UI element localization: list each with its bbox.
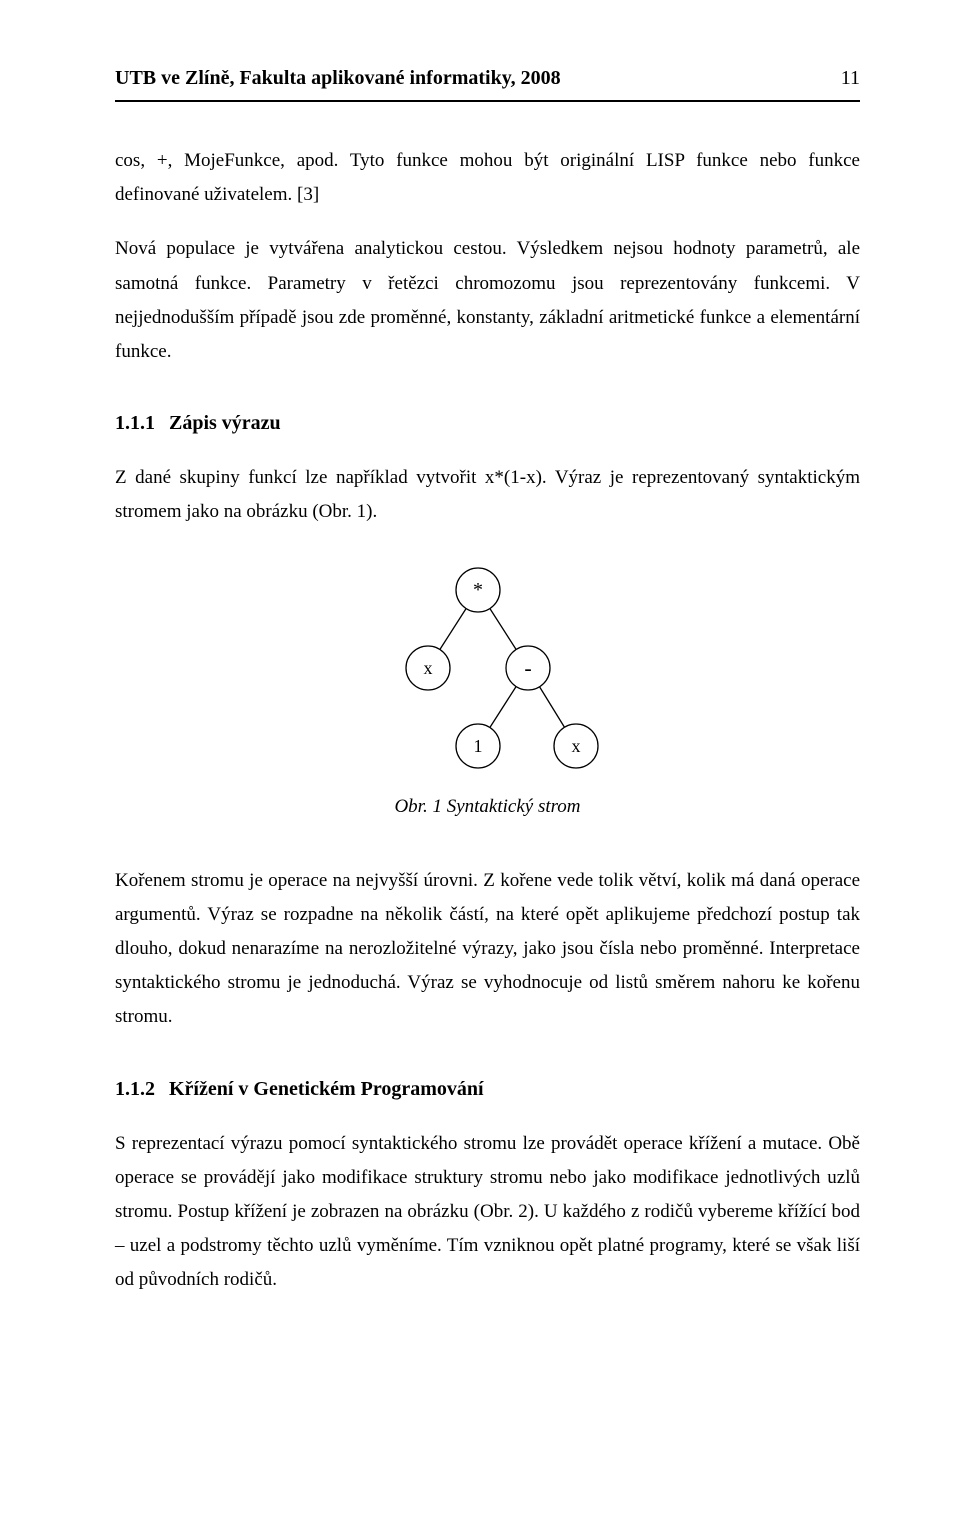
header-title: UTB ve Zlíně, Fakulta aplikované informa… <box>115 60 561 96</box>
heading-number: 1.1.1 <box>115 412 155 434</box>
tree-node-label: * <box>473 579 483 601</box>
paragraph-3: Z dané skupiny funkcí lze například vytv… <box>115 461 860 529</box>
document-page: UTB ve Zlíně, Fakulta aplikované informa… <box>0 0 960 1398</box>
heading-1-1-2: 1.1.2 Křížení v Genetickém Programování <box>115 1071 860 1107</box>
tree-edge <box>489 686 515 727</box>
tree-edge <box>539 686 564 727</box>
tree-node-label: - <box>524 655 531 680</box>
page-header: UTB ve Zlíně, Fakulta aplikované informa… <box>115 60 860 102</box>
heading-title: Zápis výrazu <box>169 412 281 434</box>
paragraph-2: Nová populace je vytvářena analytickou c… <box>115 232 860 369</box>
heading-number: 1.1.2 <box>115 1078 155 1100</box>
tree-node-label: 1 <box>473 736 482 756</box>
tree-node-label: x <box>423 658 432 678</box>
tree-edge <box>439 608 465 649</box>
heading-title: Křížení v Genetickém Programování <box>169 1078 484 1100</box>
tree-edge <box>489 608 515 649</box>
heading-1-1-1: 1.1.1 Zápis výrazu <box>115 405 860 441</box>
tree-svg: * x - 1 x <box>348 560 628 780</box>
tree-node-label: x <box>571 736 580 756</box>
syntax-tree-figure: * x - 1 x <box>115 560 860 780</box>
paragraph-4: Kořenem stromu je operace na nejvyšší úr… <box>115 864 860 1035</box>
figure-caption-1: Obr. 1 Syntaktický strom <box>115 790 860 824</box>
paragraph-1: cos, +, MojeFunkce, apod. Tyto funkce mo… <box>115 144 860 212</box>
header-page-number: 11 <box>841 60 860 96</box>
paragraph-5: S reprezentací výrazu pomocí syntaktické… <box>115 1127 860 1298</box>
